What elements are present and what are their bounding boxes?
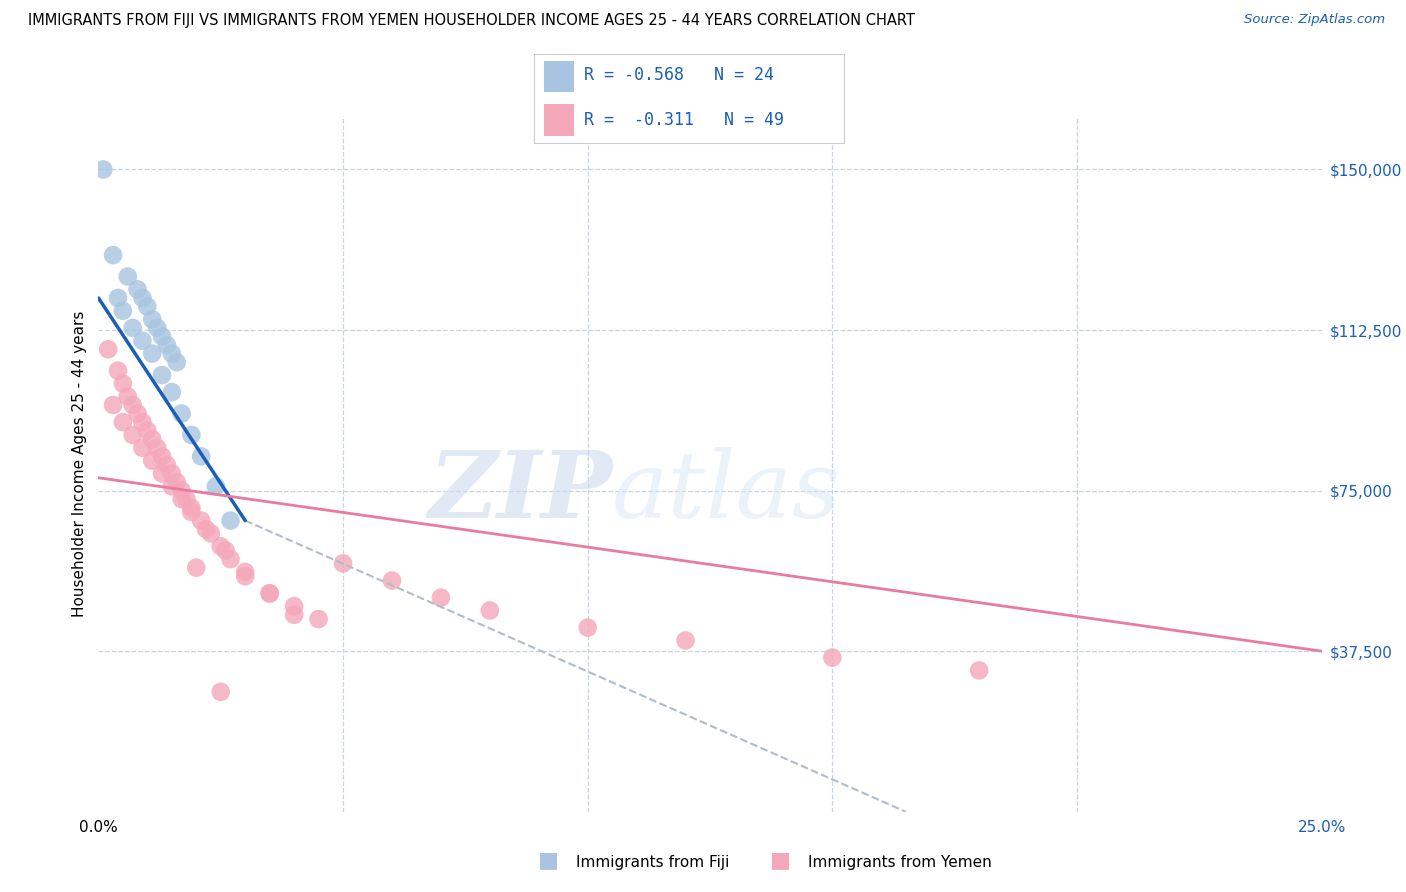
Point: [219, 514, 242, 528]
Point: [121, 398, 143, 412]
Point: [478, 603, 501, 617]
Point: [156, 458, 179, 472]
Point: [180, 428, 202, 442]
Point: [170, 492, 193, 507]
Point: [111, 376, 134, 391]
Point: [219, 552, 242, 566]
Point: [576, 621, 599, 635]
Point: [332, 557, 354, 571]
Point: [117, 269, 139, 284]
Point: [259, 586, 281, 600]
Point: [209, 685, 232, 699]
Point: [160, 346, 183, 360]
Point: [190, 450, 212, 464]
Point: [91, 162, 114, 177]
Point: [121, 428, 143, 442]
Point: [136, 424, 159, 438]
Text: Immigrants from Yemen: Immigrants from Yemen: [808, 855, 993, 870]
Point: [101, 248, 124, 262]
Text: R = -0.568   N = 24: R = -0.568 N = 24: [583, 66, 773, 84]
Point: [205, 479, 228, 493]
Point: [190, 514, 212, 528]
Point: [131, 415, 153, 429]
Point: [111, 303, 134, 318]
Point: [117, 389, 139, 403]
Point: [107, 291, 129, 305]
Point: [180, 505, 202, 519]
Point: [146, 441, 169, 455]
Point: [200, 526, 222, 541]
Point: [166, 355, 188, 369]
Point: [111, 415, 134, 429]
Text: Source: ZipAtlas.com: Source: ZipAtlas.com: [1244, 13, 1385, 27]
Point: [107, 364, 129, 378]
Point: [127, 407, 149, 421]
Point: [127, 282, 149, 296]
Point: [180, 500, 202, 515]
Text: ■: ■: [538, 850, 558, 870]
Point: [283, 599, 305, 614]
Point: [233, 569, 256, 583]
Point: [283, 607, 305, 622]
Point: [967, 664, 990, 678]
Point: [308, 612, 330, 626]
Point: [166, 475, 188, 489]
Point: [156, 338, 179, 352]
Point: [141, 453, 163, 467]
Point: [101, 398, 124, 412]
Text: atlas: atlas: [612, 447, 842, 537]
Point: [146, 321, 169, 335]
Point: [160, 479, 183, 493]
Point: [821, 650, 844, 665]
Bar: [544, 104, 575, 136]
Point: [150, 329, 173, 343]
Point: [186, 560, 208, 574]
Text: Immigrants from Fiji: Immigrants from Fiji: [576, 855, 730, 870]
Text: IMMIGRANTS FROM FIJI VS IMMIGRANTS FROM YEMEN HOUSEHOLDER INCOME AGES 25 - 44 YE: IMMIGRANTS FROM FIJI VS IMMIGRANTS FROM …: [28, 13, 915, 29]
Point: [131, 334, 153, 348]
Point: [430, 591, 453, 605]
Text: R =  -0.311   N = 49: R = -0.311 N = 49: [583, 111, 783, 128]
Point: [150, 450, 173, 464]
Text: ZIP: ZIP: [427, 447, 612, 537]
Point: [141, 346, 163, 360]
Point: [160, 385, 183, 400]
Point: [141, 432, 163, 446]
Y-axis label: Householder Income Ages 25 - 44 years: Householder Income Ages 25 - 44 years: [72, 310, 87, 617]
Text: ■: ■: [770, 850, 790, 870]
Point: [195, 522, 218, 536]
Point: [176, 492, 198, 507]
Point: [131, 291, 153, 305]
Point: [675, 633, 697, 648]
Point: [170, 407, 193, 421]
Point: [150, 368, 173, 382]
Point: [136, 300, 159, 314]
Bar: [544, 61, 575, 92]
Point: [97, 343, 120, 357]
Point: [141, 312, 163, 326]
Point: [131, 441, 153, 455]
Point: [233, 565, 256, 579]
Point: [150, 467, 173, 481]
Point: [259, 586, 281, 600]
Point: [381, 574, 404, 588]
Point: [214, 543, 236, 558]
Point: [209, 539, 232, 553]
Point: [170, 483, 193, 498]
Point: [160, 467, 183, 481]
Point: [121, 321, 143, 335]
